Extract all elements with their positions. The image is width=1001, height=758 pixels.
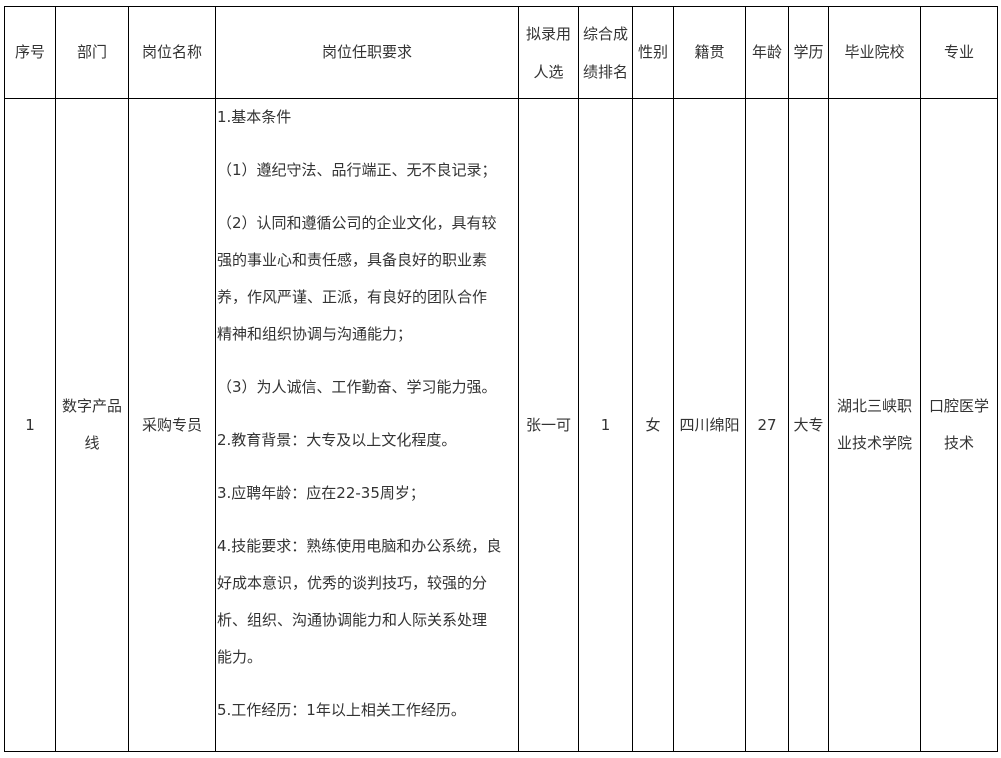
header-school: 毕业院校	[828, 6, 921, 99]
requirement-paragraph: （3）为人诚信、工作勤奋、学习能力强。	[217, 369, 518, 406]
requirement-paragraph: 3.应聘年龄：应在22-35周岁；	[217, 475, 518, 512]
cell-major: 口腔医学 技术	[920, 98, 998, 752]
requirement-paragraph: 1.基本条件	[217, 99, 518, 136]
header-major: 专业	[920, 6, 998, 99]
table-row: 1 数字产品 线 采购专员 1.基本条件 （1）遵纪守法、品行端正、无不良记录； （…	[4, 98, 998, 752]
cell-major-line: 技术	[943, 434, 974, 452]
cell-requirements: 1.基本条件 （1）遵纪守法、品行端正、无不良记录； （2）认同和遵循公司的企业文化…	[215, 98, 519, 752]
header-index: 序号	[4, 6, 56, 99]
requirement-line: 精神和组织协调与沟通能力；	[217, 325, 413, 343]
header-candidate: 拟录用 人选	[518, 6, 579, 99]
requirement-paragraph: （1）遵纪守法、品行端正、无不良记录；	[217, 152, 518, 189]
cell-education: 大专	[788, 98, 829, 752]
header-candidate-line: 人选	[533, 62, 564, 81]
cell-hometown: 四川绵阳	[673, 98, 746, 752]
cell-ranking: 1	[578, 98, 633, 752]
header-candidate-line: 拟录用	[525, 24, 571, 43]
cell-school: 湖北三峡职 业技术学院	[828, 98, 921, 752]
cell-candidate: 张一可	[518, 98, 579, 752]
header-ranking-line: 综合成	[582, 24, 628, 43]
requirement-line: 强的事业心和责任感，具备良好的职业素	[217, 251, 488, 269]
requirement-line: （3）为人诚信、工作勤奋、学习能力强。	[217, 378, 497, 396]
header-hometown: 籍贯	[673, 6, 746, 99]
cell-school-line: 业技术学院	[836, 434, 912, 452]
cell-major-line: 口腔医学	[928, 397, 989, 415]
header-age: 年龄	[745, 6, 789, 99]
requirement-line: （2）认同和遵循公司的企业文化，具有较	[217, 214, 497, 232]
requirement-paragraph: 2.教育背景：大专及以上文化程度。	[217, 422, 518, 459]
requirement-line: 能力。	[217, 648, 263, 666]
requirement-line: 养，作风严谨、正派，有良好的团队合作	[217, 288, 488, 306]
requirement-line: 析、组织、沟通协调能力和人际关系处理	[217, 611, 488, 629]
requirement-line: 1.基本条件	[217, 108, 292, 126]
header-row: 序号 部门 岗位名称 岗位任职要求 拟录用 人选 综合成 绩排名 性别 籍贯 年…	[4, 6, 998, 99]
cell-department: 数字产品 线	[55, 98, 129, 752]
header-education: 学历	[788, 6, 829, 99]
cell-department-line: 数字产品	[61, 397, 122, 415]
requirement-line: 好成本意识，优秀的谈判技巧，较强的分	[217, 574, 488, 592]
cell-gender: 女	[632, 98, 674, 752]
requirement-line: 3.应聘年龄：应在22-35周岁；	[217, 484, 425, 502]
header-department: 部门	[55, 6, 129, 99]
header-gender: 性别	[632, 6, 674, 99]
header-ranking-line: 绩排名	[582, 62, 628, 81]
requirement-line: 4.技能要求：熟练使用电脑和办公系统，良	[217, 537, 502, 555]
cell-school-line: 湖北三峡职	[836, 397, 912, 415]
cell-index: 1	[4, 98, 56, 752]
cell-position: 采购专员	[128, 98, 216, 752]
requirement-paragraph: 4.技能要求：熟练使用电脑和办公系统，良 好成本意识，优秀的谈判技巧，较强的分 析、…	[217, 528, 518, 676]
requirement-line: 5.工作经历：1年以上相关工作经历。	[217, 701, 466, 719]
requirement-paragraph: （2）认同和遵循公司的企业文化，具有较 强的事业心和责任感，具备良好的职业素 养，作…	[217, 205, 518, 353]
header-position: 岗位名称	[128, 6, 216, 99]
header-requirements: 岗位任职要求	[215, 6, 519, 99]
requirement-paragraph: 5.工作经历：1年以上相关工作经历。	[217, 692, 518, 729]
cell-department-line: 线	[84, 434, 100, 452]
requirement-line: （1）遵纪守法、品行端正、无不良记录；	[217, 161, 497, 179]
header-ranking: 综合成 绩排名	[578, 6, 633, 99]
recruitment-table: 序号 部门 岗位名称 岗位任职要求 拟录用 人选 综合成 绩排名 性别 籍贯 年…	[4, 6, 998, 752]
requirement-line: 2.教育背景：大专及以上文化程度。	[217, 431, 457, 449]
cell-age: 27	[745, 98, 789, 752]
